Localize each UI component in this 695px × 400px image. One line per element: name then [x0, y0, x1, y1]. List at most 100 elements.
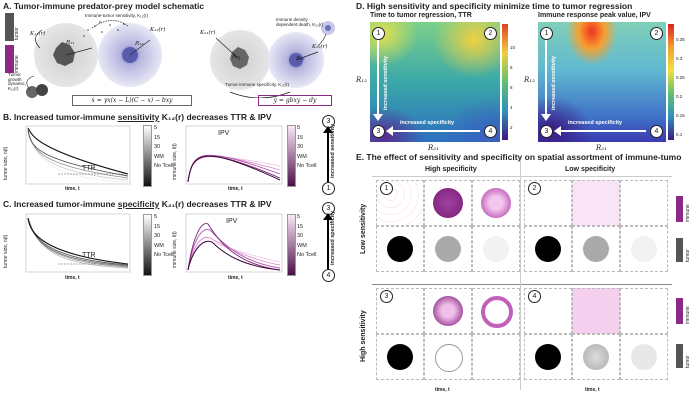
e-col-low: Low specificity — [565, 166, 616, 173]
e-col-high: High specificity — [425, 166, 477, 173]
d-right-sens-arrowhead — [541, 114, 551, 121]
e3-immune-t2 — [424, 288, 472, 334]
d-left-sens-arrowhead — [373, 114, 383, 121]
d-left-colorbar-ticks: 10 8 6 4 2 — [510, 45, 516, 130]
d-left-sens-label: increased sensitivity — [383, 55, 389, 110]
tumor-equation: ẋ = γx(x − L)(C − x) − bxy — [72, 95, 192, 106]
e2-tumor-t1 — [524, 226, 572, 272]
d-left-spec-label: increased specificity — [400, 120, 455, 126]
e4-tumor-t2 — [572, 334, 620, 380]
c-right-xlabel: time, t — [228, 275, 243, 281]
d-left-ylabel: R₁₂ — [356, 76, 367, 84]
e3-immune-t1 — [376, 288, 424, 334]
panel-a-title: A. Tumor-immune predator-prey model sche… — [3, 1, 205, 11]
e-row-high: High sensitivity — [360, 310, 367, 362]
b-arrow-head — [323, 126, 333, 133]
e2-tumor-blob-t1 — [535, 236, 561, 262]
e4-immune-t1 — [524, 288, 572, 334]
b-right-ylabel: immune size, l(t) — [172, 143, 178, 180]
schematic-svg — [26, 20, 335, 98]
e-xlabel-left: time, t — [435, 387, 450, 393]
tumor-growth-note: Tumor growth dynamic, K₁₁(r) — [8, 72, 27, 92]
c-ipv-label: IPV — [226, 218, 238, 225]
immune-death-note: Immune density dependent death, K₂₂(r) — [276, 17, 324, 27]
d-right-sens-label: increased sensitivity — [551, 55, 557, 110]
c-right-legend: 5 15 30 WM No Tcell — [297, 214, 317, 258]
right-schematic — [210, 21, 335, 98]
e3-tumor-t3 — [472, 334, 520, 380]
d-left-marker-1: 1 — [372, 27, 385, 40]
e2-tumor-t3 — [620, 226, 668, 272]
c-right-ylabel: immune size, l(t) — [172, 231, 178, 268]
e2-immune-t3 — [620, 180, 668, 226]
d-left-heatmap — [370, 22, 500, 142]
e1-tumor-t3 — [472, 226, 520, 272]
b-left-ylabel: tumor size, n(t) — [3, 146, 9, 180]
r12-label: R₁₂ — [135, 41, 144, 47]
d-right-spec-arrow — [560, 130, 646, 132]
b-sensitivity-arrow — [327, 128, 329, 182]
d-left-marker-2: 2 — [484, 27, 497, 40]
e1-immune-blob-t2 — [433, 188, 463, 218]
e1-tumor-blob-t2 — [435, 236, 461, 262]
panel-c-right-chart — [185, 213, 283, 273]
e-immune-bar-top-label: immune — [685, 204, 691, 222]
c-left-legend-bar — [143, 214, 152, 276]
b-left-xlabel: time, t — [65, 186, 80, 192]
k21-label: K₂₁(r) — [200, 30, 216, 36]
panel-c-title: C. Increased tumor-immune specificity K₂… — [3, 199, 272, 209]
immune-color-bar — [5, 45, 14, 73]
e-immune-bar-bottom — [676, 298, 683, 324]
e2-tumor-blob-t3 — [631, 236, 657, 262]
e2-immune-t2 — [572, 180, 620, 226]
d-left-colorbar — [502, 24, 508, 140]
e1-immune-t3 — [472, 180, 520, 226]
e2-tumor-blob-t2 — [583, 236, 609, 262]
e-tumor-bar-top — [676, 238, 683, 262]
c-arrow-head — [323, 213, 333, 220]
d-right-xlabel: R₂₁ — [596, 144, 607, 152]
b-right-xlabel: time, t — [228, 186, 243, 192]
e4-label: 4 — [528, 290, 541, 303]
panel-b-title: B. Increased tumor-immune sensitivity K₁… — [3, 112, 272, 122]
d-left-title: Time to tumor regression, TTR — [370, 12, 472, 19]
panel-c-left-chart — [25, 213, 131, 273]
b-right-legend-bar — [287, 125, 296, 187]
tumor-cell-icon — [53, 42, 75, 66]
e4-tumor-blob-t3 — [631, 344, 657, 370]
c-right-legend-bar — [287, 214, 296, 276]
e-immune-bar-top — [676, 196, 683, 222]
e3-label: 3 — [380, 290, 393, 303]
e1-tumor-t2 — [424, 226, 472, 272]
d-left-sens-arrow — [377, 40, 379, 116]
immune-equation: ẏ = gbxy − dy — [258, 95, 332, 106]
d-right-spec-arrowhead — [554, 126, 561, 136]
d-right-colorbar — [668, 24, 674, 140]
e3-tumor-blob-t1 — [387, 344, 413, 370]
b-ttr-label: TTR — [82, 165, 96, 172]
e4-tumor-blob-t1 — [535, 344, 561, 370]
b-arrow-label: increased sensitivity — [330, 123, 336, 178]
b-left-legend-bar — [143, 125, 152, 187]
d-left-spec-arrowhead — [386, 126, 393, 136]
c-ttr-label: TTR — [82, 252, 96, 259]
panel-e-title: E. The effect of sensitivity and specifi… — [356, 152, 682, 162]
b-arrow-bottom-marker: 1 — [322, 182, 335, 195]
e4-tumor-t3 — [620, 334, 668, 380]
e1-immune-blob-t3 — [481, 188, 511, 218]
d-right-marker-2: 2 — [650, 27, 663, 40]
r21-label: R₂₁ — [232, 54, 241, 60]
c-specificity-arrow — [327, 215, 329, 269]
panel-d-title: D. High sensitivity and specificity mini… — [356, 1, 633, 11]
e1-tumor-blob-t3 — [483, 236, 509, 262]
d-left-xlabel: R₂₁ — [428, 144, 439, 152]
e3-tumor-t1 — [376, 334, 424, 380]
e3-immune-t3 — [472, 288, 520, 334]
c-arrow-bottom-marker: 4 — [322, 269, 335, 282]
tumor-color-bar — [5, 13, 14, 41]
c-left-ylabel: tumor size, n(t) — [3, 234, 9, 268]
r22-label: R₂₂ — [296, 56, 305, 62]
b-ipv-label: IPV — [218, 130, 230, 137]
e3-immune-blob-t2 — [433, 296, 463, 326]
d-right-colorbar-ticks: 0.35 0.3 0.25 0.2 0.15 0.1 — [676, 37, 685, 137]
